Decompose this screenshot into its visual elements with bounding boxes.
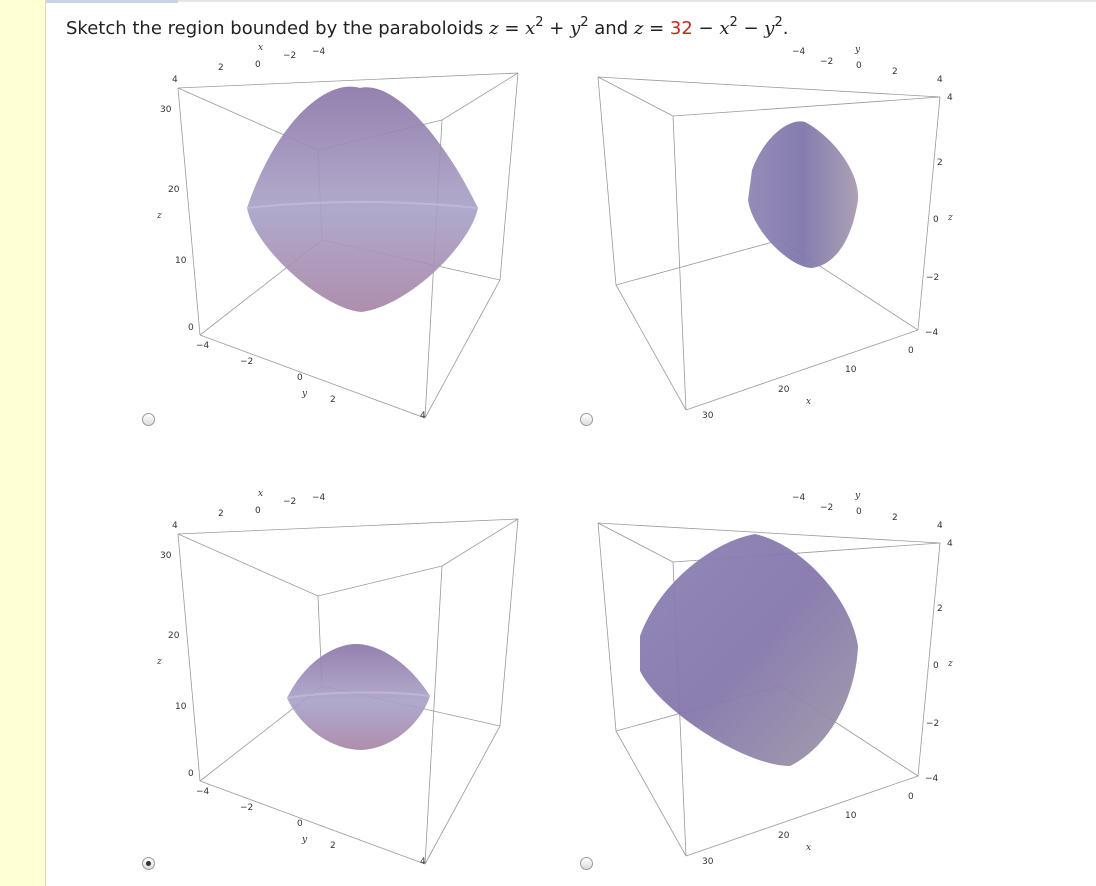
svg-text:x: x [806, 397, 811, 407]
svg-text:y: y [301, 389, 308, 399]
svg-text:−2: −2 [240, 357, 253, 367]
svg-text:2: 2 [218, 509, 224, 519]
svg-text:2: 2 [330, 395, 336, 405]
svg-text:20: 20 [778, 385, 790, 395]
svg-text:2: 2 [937, 604, 943, 614]
svg-text:4: 4 [937, 521, 943, 531]
svg-text:0: 0 [188, 769, 194, 779]
svg-text:10: 10 [175, 702, 187, 712]
svg-text:z: z [947, 659, 953, 669]
svg-text:2: 2 [892, 67, 898, 77]
plot-b-svg: y −4 −2 0 2 4 4 2 0 z −2 −4 0 10 20 x 30 [597, 45, 953, 421]
svg-text:−2: −2 [820, 503, 833, 513]
svg-text:0: 0 [933, 661, 939, 671]
plot-option-b: y −4 −2 0 2 4 4 2 0 z −2 −4 0 10 20 x 30 [0, 40, 953, 421]
top-divider [46, 0, 1096, 2]
svg-text:30: 30 [702, 411, 714, 421]
svg-text:−2: −2 [926, 719, 939, 729]
svg-text:y: y [854, 45, 861, 55]
svg-text:0: 0 [856, 507, 862, 517]
svg-text:0: 0 [255, 506, 261, 516]
svg-text:−4: −4 [312, 47, 326, 57]
svg-text:−4: −4 [925, 774, 939, 784]
svg-text:−4: −4 [792, 493, 806, 503]
radio-option-d[interactable] [580, 857, 593, 870]
svg-text:0: 0 [297, 819, 303, 829]
svg-text:0: 0 [908, 346, 914, 356]
svg-text:−2: −2 [240, 803, 253, 813]
plot-c-svg: x 4 2 0 −2 −4 30 20 z 10 0 −4 −2 0 y 2 4 [156, 489, 519, 867]
svg-text:4: 4 [420, 411, 426, 421]
svg-text:−2: −2 [820, 57, 833, 67]
question-number: 32 [669, 18, 693, 39]
svg-text:−2: −2 [283, 497, 296, 507]
svg-text:−4: −4 [196, 787, 210, 797]
svg-text:2: 2 [937, 158, 943, 168]
svg-text:10: 10 [845, 365, 857, 375]
svg-text:4: 4 [937, 75, 943, 85]
svg-text:2: 2 [218, 63, 224, 73]
svg-text:4: 4 [947, 539, 953, 549]
svg-text:0: 0 [188, 323, 194, 333]
svg-text:0: 0 [908, 792, 914, 802]
svg-text:0: 0 [933, 215, 939, 225]
svg-text:x: x [258, 489, 263, 499]
svg-text:4: 4 [172, 75, 178, 85]
radio-option-c[interactable] [142, 857, 155, 870]
svg-text:x: x [258, 43, 263, 53]
plot-a-svg: x 4 2 0 −2 −4 30 20 z 10 0 −4 −2 0 y 2 4 [156, 43, 519, 421]
svg-text:30: 30 [160, 551, 172, 561]
svg-text:2: 2 [330, 841, 336, 851]
plot-option-d: y −4 −2 0 2 4 4 2 0 z −2 −4 0 10 20 x 30 [0, 486, 953, 867]
svg-text:−4: −4 [196, 341, 210, 351]
radio-dot [146, 861, 151, 866]
svg-text:−2: −2 [926, 273, 939, 283]
svg-text:−2: −2 [283, 51, 296, 61]
svg-text:z: z [156, 657, 162, 667]
svg-text:20: 20 [168, 631, 180, 641]
svg-text:20: 20 [778, 831, 790, 841]
left-sidebar [0, 0, 46, 886]
svg-text:y: y [854, 491, 861, 501]
svg-text:20: 20 [168, 185, 180, 195]
plot-option-c: x 4 2 0 −2 −4 30 20 z 10 0 −4 −2 0 y 2 4 [0, 486, 800, 867]
svg-text:4: 4 [947, 93, 953, 103]
top-tab-indicator [46, 0, 178, 3]
svg-text:10: 10 [175, 256, 187, 266]
svg-text:30: 30 [160, 105, 172, 115]
svg-text:z: z [947, 213, 953, 223]
radio-option-a[interactable] [142, 413, 155, 426]
svg-text:4: 4 [172, 521, 178, 531]
plot-option-a: x 4 2 0 −2 −4 30 20 z 10 0 −4 −2 0 y 2 4 [0, 40, 800, 421]
svg-text:2: 2 [892, 513, 898, 523]
svg-text:−4: −4 [925, 328, 939, 338]
svg-text:−4: −4 [792, 47, 806, 57]
svg-text:0: 0 [856, 61, 862, 71]
svg-text:30: 30 [702, 857, 714, 867]
svg-text:0: 0 [297, 373, 303, 383]
svg-text:z: z [156, 211, 162, 221]
svg-text:x: x [806, 843, 811, 853]
svg-text:4: 4 [420, 857, 426, 867]
plot-d-svg: y −4 −2 0 2 4 4 2 0 z −2 −4 0 10 20 x 30 [597, 491, 953, 867]
svg-text:0: 0 [255, 60, 261, 70]
svg-text:−4: −4 [312, 493, 326, 503]
radio-option-b[interactable] [580, 413, 593, 426]
svg-text:y: y [301, 835, 308, 845]
question-text: Sketch the region bounded by the parabol… [66, 15, 789, 39]
svg-text:10: 10 [845, 811, 857, 821]
